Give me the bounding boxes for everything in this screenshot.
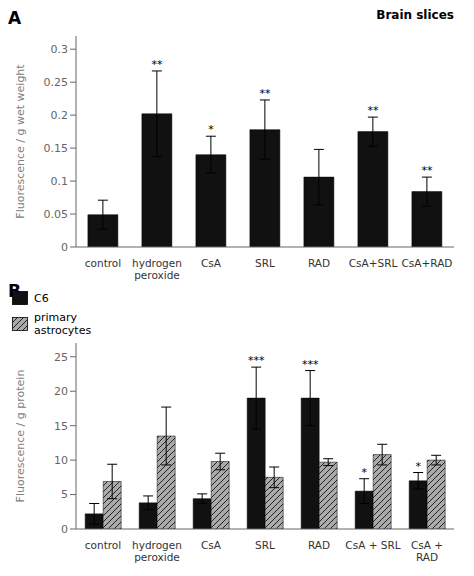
svg-text:CsA: CsA	[201, 257, 222, 269]
svg-text:15: 15	[54, 420, 68, 433]
svg-text:CsA +RAD: CsA +RAD	[411, 539, 443, 563]
svg-text:Fluorescence / g wet weight: Fluorescence / g wet weight	[14, 64, 27, 219]
svg-text:**: **	[367, 104, 379, 117]
svg-text:***: ***	[302, 358, 319, 371]
svg-text:0.1: 0.1	[51, 175, 69, 188]
svg-text:**: **	[259, 87, 271, 100]
html-text:A: A	[8, 8, 22, 28]
svg-text:*: *	[361, 466, 367, 479]
svg-text:RAD: RAD	[308, 257, 330, 269]
svg-text:CsA: CsA	[201, 539, 222, 551]
svg-text:CsA+SRL: CsA+SRL	[349, 257, 398, 269]
svg-text:25: 25	[54, 351, 68, 364]
html-text:Brain slices: Brain slices	[376, 8, 454, 22]
svg-text:0.3: 0.3	[51, 43, 69, 56]
svg-text:SRL: SRL	[255, 257, 275, 269]
html-text:primary: primary	[34, 311, 78, 324]
svg-text:hydrogenperoxide: hydrogenperoxide	[132, 539, 182, 563]
svg-text:control: control	[85, 539, 121, 551]
html-text:astrocytes: astrocytes	[34, 324, 92, 337]
svg-text:***: ***	[248, 354, 265, 367]
svg-text:**: **	[151, 58, 163, 71]
svg-text:0: 0	[61, 523, 68, 536]
svg-text:*: *	[208, 123, 214, 136]
html-text:B: B	[8, 281, 21, 301]
svg-text:5: 5	[61, 488, 68, 501]
svg-text:SRL: SRL	[255, 539, 275, 551]
svg-text:10: 10	[54, 454, 68, 467]
svg-text:0.15: 0.15	[44, 142, 69, 155]
svg-text:RAD: RAD	[308, 539, 330, 551]
svg-text:**: **	[421, 164, 433, 177]
svg-text:hydrogenperoxide: hydrogenperoxide	[132, 257, 182, 281]
svg-text:*: *	[415, 460, 421, 473]
svg-text:CsA + SRL: CsA + SRL	[345, 539, 400, 551]
svg-text:20: 20	[54, 385, 68, 398]
svg-text:CsA+RAD: CsA+RAD	[402, 257, 453, 269]
svg-text:0.2: 0.2	[51, 109, 69, 122]
html-text:C6: C6	[34, 291, 49, 305]
svg-text:Fluorescence / g protein: Fluorescence / g protein	[14, 370, 27, 503]
svg-text:0.05: 0.05	[44, 208, 69, 221]
svg-text:control: control	[85, 257, 121, 269]
svg-text:0: 0	[61, 241, 68, 254]
svg-text:0.25: 0.25	[44, 76, 69, 89]
